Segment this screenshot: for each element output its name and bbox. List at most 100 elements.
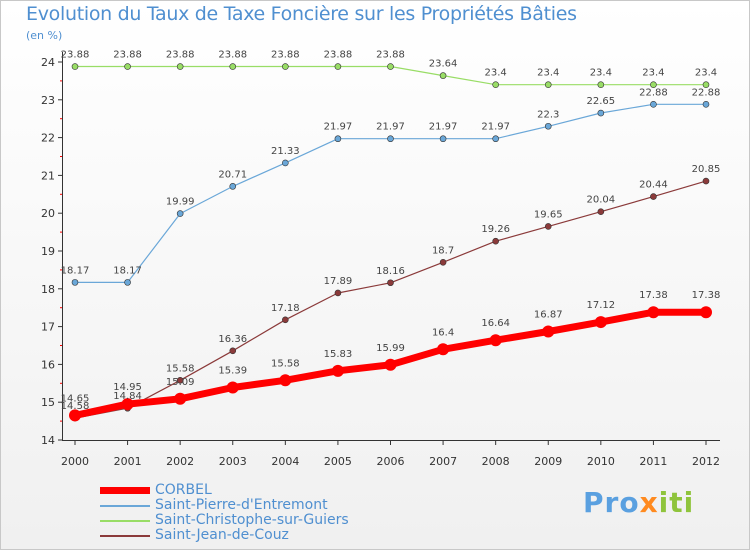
data-point-corbel	[647, 306, 660, 319]
y-tick-label: 14	[41, 434, 55, 447]
data-point-corbel	[384, 358, 397, 371]
data-point-corbel	[542, 325, 555, 338]
data-point-saint-jean	[282, 316, 289, 324]
legend-label-saint-pierre: Saint-Pierre-d'Entremont	[155, 497, 328, 513]
legend-label-saint-jean: Saint-Jean-de-Couz	[155, 527, 289, 543]
y-tick-label: 20	[41, 207, 55, 220]
data-point-saint-pierre	[334, 135, 342, 143]
chart-title: Evolution du Taux de Taxe Foncière sur l…	[26, 3, 577, 25]
y-tick-label: 22	[41, 132, 55, 145]
data-point-saint-pierre	[71, 279, 79, 286]
data-label-corbel: 15.58	[271, 358, 300, 369]
data-label-corbel: 15.99	[376, 343, 405, 354]
data-point-saint-pierre	[176, 210, 184, 217]
data-point-saint-christophe	[176, 63, 184, 70]
data-label-saint-jean: 14.84	[113, 391, 142, 402]
x-tick-label: 2001	[114, 455, 142, 468]
x-tick-label: 2011	[639, 455, 667, 468]
data-point-saint-christophe	[334, 63, 342, 70]
data-label-saint-jean: 14.58	[61, 401, 90, 412]
data-point-corbel	[174, 392, 187, 405]
data-label-saint-pierre: 20.71	[218, 169, 247, 180]
data-point-saint-christophe	[282, 63, 289, 70]
x-tick-label: 2007	[429, 455, 457, 468]
data-label-saint-jean: 20.85	[692, 164, 721, 175]
data-label-saint-christophe: 23.88	[324, 50, 353, 61]
data-point-saint-christophe	[544, 81, 552, 88]
x-tick-label: 2012	[692, 455, 720, 468]
x-tick-label: 2002	[166, 455, 194, 468]
data-point-saint-pierre	[597, 109, 605, 117]
legend-swatch-corbel	[100, 487, 150, 494]
data-label-saint-jean: 18.7	[432, 245, 454, 256]
data-point-saint-jean	[492, 237, 499, 245]
data-label-saint-jean: 20.04	[587, 195, 616, 206]
x-tick-label: 2009	[534, 455, 562, 468]
data-point-corbel	[437, 343, 450, 356]
logo-part-pro: Pro	[583, 486, 640, 519]
y-axis-unit: (en %)	[26, 29, 63, 42]
legend-swatch-saint-jean	[100, 535, 150, 537]
data-label-saint-pierre: 18.17	[113, 265, 142, 276]
data-point-corbel	[331, 364, 344, 377]
logo-part-iti: iti	[658, 486, 695, 519]
data-label-corbel: 14.95	[113, 382, 142, 393]
data-label-saint-christophe: 23.4	[590, 68, 612, 79]
data-point-saint-pierre	[229, 183, 237, 190]
data-point-corbel	[594, 316, 607, 329]
data-point-saint-jean	[439, 259, 447, 266]
series-corbel	[69, 306, 712, 422]
data-label-saint-jean: 19.26	[481, 224, 510, 235]
logo-part-x: x	[639, 486, 659, 519]
series-saint-pierre	[71, 101, 710, 286]
data-label-saint-jean: 18.16	[376, 266, 405, 277]
data-label-saint-christophe: 23.88	[166, 50, 195, 61]
data-point-saint-christophe	[597, 81, 605, 88]
data-label-saint-pierre: 21.97	[376, 122, 405, 133]
series-saint-christophe	[71, 63, 710, 88]
y-tick-label: 18	[41, 283, 55, 296]
data-point-corbel	[121, 398, 134, 411]
data-point-saint-christophe	[387, 63, 394, 70]
data-label-saint-christophe: 23.4	[642, 68, 664, 79]
data-label-saint-pierre: 22.88	[639, 87, 668, 98]
data-label-saint-pierre: 18.17	[61, 265, 90, 276]
data-point-saint-christophe	[439, 72, 447, 79]
data-point-saint-jean	[650, 193, 657, 200]
y-tick-label: 17	[41, 321, 55, 334]
data-label-saint-pierre: 22.3	[537, 109, 559, 120]
data-label-saint-jean: 17.89	[324, 276, 353, 287]
data-label-saint-pierre: 22.88	[692, 87, 721, 98]
y-tick-label: 16	[41, 358, 55, 371]
data-label-saint-pierre: 21.97	[429, 122, 458, 133]
data-label-corbel: 15.83	[324, 349, 353, 360]
data-point-saint-christophe	[229, 63, 237, 70]
data-point-saint-pierre	[544, 122, 552, 130]
data-point-saint-jean	[544, 223, 552, 230]
data-label-saint-christophe: 23.88	[376, 50, 405, 61]
data-point-saint-jean	[176, 376, 184, 384]
data-label-saint-pierre: 21.33	[271, 146, 300, 157]
data-point-corbel	[489, 334, 502, 347]
x-tick-label: 2010	[587, 455, 615, 468]
data-label-saint-christophe: 23.88	[271, 50, 300, 61]
data-label-saint-pierre: 19.99	[166, 197, 195, 208]
data-label-corbel: 16.87	[534, 310, 563, 321]
data-point-saint-jean	[702, 177, 710, 185]
data-label-saint-pierre: 21.97	[481, 122, 510, 133]
data-label-corbel: 15.39	[218, 365, 247, 376]
data-label-saint-pierre: 22.65	[587, 96, 616, 107]
data-point-saint-christophe	[702, 81, 710, 88]
y-tick-label: 23	[41, 94, 55, 107]
data-point-saint-christophe	[492, 81, 499, 88]
data-point-saint-christophe	[650, 81, 657, 88]
legend-label-saint-christophe: Saint-Christophe-sur-Guiers	[155, 512, 349, 528]
data-point-saint-jean	[229, 347, 237, 355]
data-label-saint-christophe: 23.88	[61, 50, 90, 61]
data-point-saint-pierre	[387, 135, 394, 143]
x-tick-label: 2000	[61, 455, 89, 468]
data-point-corbel	[226, 381, 239, 394]
legend-swatch-saint-christophe	[100, 520, 150, 522]
y-tick-label: 24	[41, 56, 55, 69]
